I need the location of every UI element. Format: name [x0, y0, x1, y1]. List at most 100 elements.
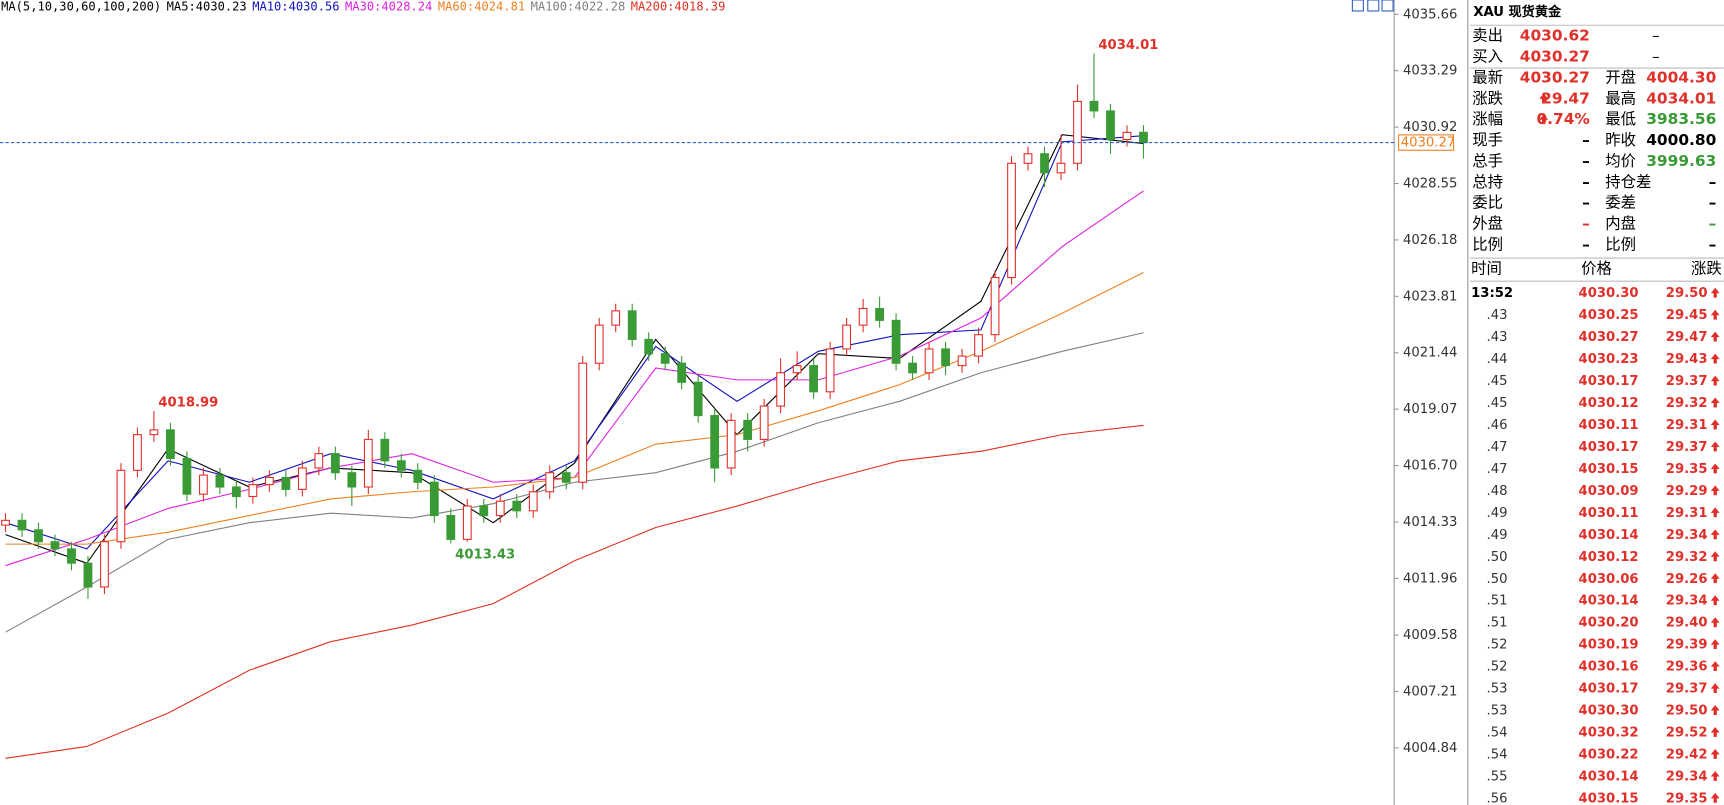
- tick-time: .50: [1487, 572, 1508, 587]
- candle-body: [875, 307, 884, 321]
- quote-cell: –: [1582, 235, 1590, 253]
- tick-price: 4030.16: [1579, 660, 1639, 675]
- candle-body: [924, 348, 934, 374]
- candle-body: [908, 362, 917, 374]
- candle-body: [264, 476, 274, 486]
- legend-name: MA200:: [631, 0, 675, 13]
- legend-value: 4018.39: [674, 0, 725, 13]
- tick-time: .53: [1487, 682, 1508, 697]
- tick-price: 4030.22: [1579, 747, 1639, 762]
- candle-body: [1, 519, 10, 526]
- quote-cell: 持仓差: [1605, 173, 1651, 191]
- up-arrow: [1539, 114, 1549, 125]
- tick-change: 29.26: [1666, 572, 1708, 587]
- candle-body: [413, 469, 423, 483]
- quote-cell: –: [1709, 215, 1717, 233]
- up-arrow: [1710, 595, 1720, 606]
- tick-price: 4030.25: [1579, 308, 1639, 323]
- quote-cell: 4030.27: [1520, 68, 1590, 86]
- up-arrow: [1710, 441, 1720, 452]
- quote-cell: 0.74%: [1536, 110, 1589, 128]
- candle-body: [231, 486, 241, 498]
- candle-body: [166, 429, 175, 459]
- up-arrow: [1710, 507, 1720, 518]
- candle-body: [182, 457, 192, 495]
- tick-time: 13:52: [1471, 286, 1513, 301]
- legend-value: 4030.23: [196, 0, 247, 13]
- candle-body: [891, 319, 901, 364]
- candle-body: [1023, 153, 1033, 164]
- tick-time: .47: [1487, 440, 1508, 455]
- quote-cell: 4004.30: [1646, 68, 1716, 86]
- candle-body: [396, 460, 406, 471]
- tool-icon[interactable]: [1367, 0, 1380, 12]
- legend-value: 4028.24: [381, 0, 432, 13]
- tick-price: 4030.14: [1579, 528, 1639, 543]
- ma-line: [5, 272, 1144, 545]
- tool-icon[interactable]: [1351, 0, 1364, 12]
- legend-value: 4024.81: [474, 0, 525, 13]
- quote-cell: –: [1709, 173, 1717, 191]
- up-arrow: [1710, 770, 1720, 781]
- candle-body: [83, 562, 93, 588]
- candle-body: [1122, 131, 1132, 141]
- tick-change: 29.36: [1666, 660, 1708, 675]
- candle-body: [825, 348, 835, 393]
- tick-time: .43: [1487, 330, 1508, 345]
- tick-change: 29.39: [1666, 638, 1708, 653]
- y-tick-label: 4021.44: [1403, 346, 1458, 361]
- up-arrow: [1710, 551, 1720, 562]
- y-tick-label: 4030.92: [1403, 120, 1458, 135]
- tick-time: .52: [1487, 660, 1508, 675]
- y-tick-label: 4028.55: [1403, 177, 1458, 192]
- up-arrow: [1710, 485, 1720, 496]
- up-arrow: [1710, 727, 1720, 737]
- quote-cell: 买入: [1472, 48, 1503, 66]
- tick-change: 29.32: [1666, 396, 1708, 411]
- tick-time: .52: [1487, 638, 1508, 653]
- tick-time: .51: [1487, 616, 1508, 631]
- tick-time: .45: [1487, 396, 1508, 411]
- tick-price: 4030.14: [1579, 594, 1639, 609]
- tick-price: 4030.17: [1579, 440, 1639, 455]
- quote-cell: 外盘: [1472, 214, 1503, 233]
- up-arrow: [1710, 353, 1720, 364]
- tick-price: 4030.17: [1579, 374, 1639, 389]
- tick-price: 4030.09: [1579, 484, 1639, 499]
- candle-body: [759, 405, 769, 440]
- legend-value: 4022.28: [574, 0, 625, 13]
- quote-cell: 委比: [1472, 194, 1503, 212]
- candle-body: [495, 500, 505, 517]
- tick-change: 29.37: [1666, 374, 1708, 389]
- candle-body: [578, 362, 588, 483]
- candle-body: [50, 541, 60, 550]
- candle-body: [1007, 162, 1016, 279]
- tick-price: 4030.12: [1579, 550, 1639, 565]
- candle-body: [34, 529, 43, 543]
- up-arrow: [1710, 705, 1720, 715]
- tick-change: 29.43: [1666, 352, 1708, 367]
- candle-body: [726, 419, 736, 469]
- up-arrow: [1710, 375, 1720, 386]
- candle-body: [446, 515, 456, 540]
- tick-change: 29.34: [1666, 769, 1708, 784]
- quote-cell: 4030.27: [1520, 48, 1590, 66]
- tool-icon[interactable]: [1381, 0, 1394, 12]
- tick-header: 涨跌: [1691, 260, 1722, 278]
- legend-value: 4030.56: [289, 0, 340, 13]
- candle-body: [380, 438, 390, 462]
- candle-body: [363, 438, 373, 488]
- tick-time: .53: [1487, 704, 1508, 719]
- quote-cell: –: [1582, 131, 1590, 149]
- quote-cell: –: [1582, 194, 1590, 212]
- tick-price: 4030.12: [1579, 396, 1639, 411]
- up-arrow: [1710, 463, 1720, 474]
- tick-change: 29.37: [1666, 440, 1708, 455]
- tick-header: 时间: [1471, 260, 1502, 278]
- extreme-label: 4034.01: [1098, 38, 1158, 53]
- tick-time: .55: [1487, 769, 1508, 784]
- y-tick-label: 4014.33: [1403, 515, 1458, 530]
- candle-body: [199, 474, 208, 495]
- ma-line: [5, 332, 1144, 633]
